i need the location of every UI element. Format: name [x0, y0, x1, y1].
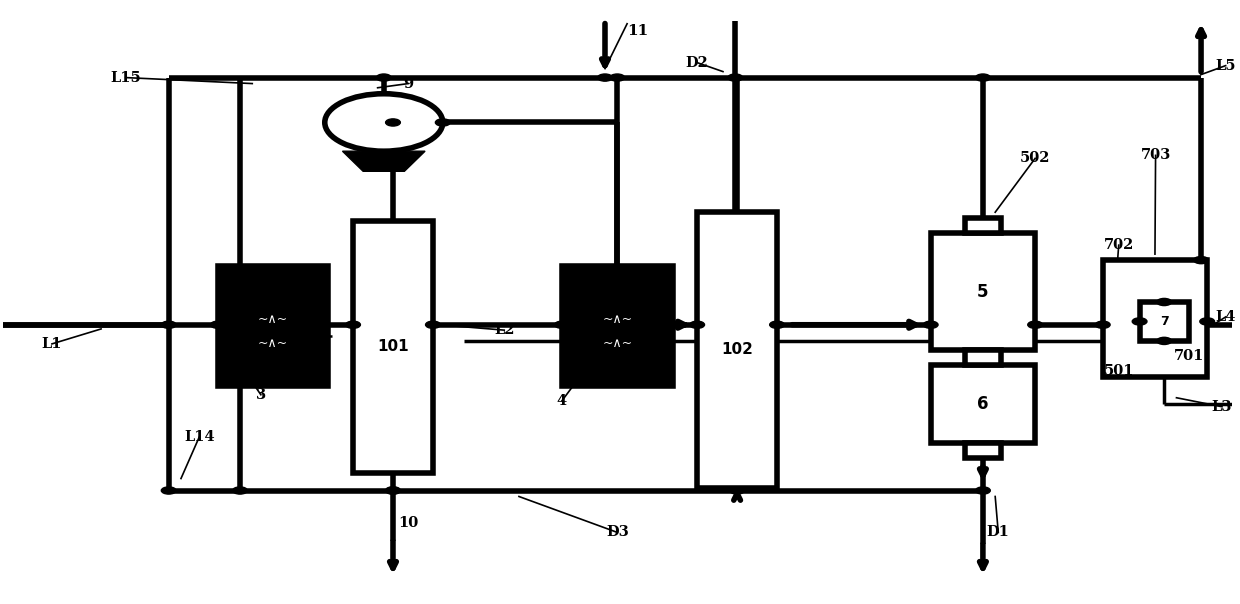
Bar [562, 266, 672, 386]
Bar [931, 365, 1035, 443]
Circle shape [211, 321, 226, 329]
Circle shape [1157, 337, 1172, 344]
Circle shape [1194, 257, 1209, 264]
Circle shape [386, 487, 401, 494]
Text: 101: 101 [377, 339, 409, 355]
Circle shape [728, 74, 743, 81]
Circle shape [1095, 321, 1110, 329]
Bar [965, 350, 1001, 365]
Bar [965, 218, 1001, 233]
Circle shape [655, 321, 668, 329]
Text: D1: D1 [987, 525, 1009, 539]
Circle shape [665, 321, 680, 329]
Polygon shape [342, 151, 425, 172]
Text: 7: 7 [1159, 315, 1168, 328]
Text: D2: D2 [686, 56, 708, 69]
Text: L1: L1 [42, 337, 62, 351]
Circle shape [1157, 298, 1172, 306]
Circle shape [729, 487, 744, 494]
Circle shape [386, 487, 401, 494]
Circle shape [386, 119, 401, 126]
Circle shape [924, 321, 937, 329]
Text: 9: 9 [403, 77, 413, 91]
Circle shape [1132, 318, 1147, 325]
Bar [965, 443, 1001, 458]
Text: ~∧~: ~∧~ [258, 313, 288, 326]
Circle shape [346, 321, 361, 329]
Circle shape [435, 119, 450, 126]
Text: 6: 6 [977, 395, 988, 413]
Circle shape [161, 487, 176, 494]
Circle shape [312, 321, 327, 329]
Text: ~∧~: ~∧~ [603, 338, 632, 350]
Bar [353, 221, 433, 472]
Circle shape [325, 94, 443, 151]
Text: ~∧~: ~∧~ [603, 313, 632, 326]
Circle shape [1200, 318, 1214, 325]
Text: L4: L4 [1215, 310, 1236, 324]
Circle shape [554, 321, 569, 329]
Text: L5: L5 [1215, 59, 1236, 72]
Bar [1102, 260, 1208, 377]
Text: L3: L3 [1211, 400, 1233, 414]
Circle shape [598, 74, 613, 81]
Circle shape [377, 74, 391, 81]
Text: L2: L2 [494, 323, 515, 337]
Circle shape [610, 74, 625, 81]
Circle shape [425, 321, 440, 329]
Circle shape [233, 487, 247, 494]
Text: P1: P1 [290, 334, 311, 348]
Text: D3: D3 [606, 525, 629, 539]
Bar [697, 212, 777, 487]
Bar [931, 233, 1035, 350]
Bar [1140, 302, 1189, 341]
Circle shape [976, 74, 991, 81]
Bar [218, 266, 329, 386]
Text: 502: 502 [1019, 152, 1050, 165]
Text: 501: 501 [1104, 364, 1133, 378]
Text: 701: 701 [1173, 349, 1204, 363]
Circle shape [161, 321, 176, 329]
Text: 4: 4 [557, 394, 567, 408]
Circle shape [770, 321, 785, 329]
Text: 11: 11 [627, 24, 649, 37]
Text: ~∧~: ~∧~ [258, 338, 288, 350]
Text: 702: 702 [1104, 238, 1133, 252]
Text: L15: L15 [110, 71, 141, 85]
Text: 10: 10 [398, 516, 418, 530]
Text: L14: L14 [184, 429, 215, 444]
Text: P2: P2 [639, 356, 660, 370]
Text: P1: P1 [290, 334, 311, 348]
Circle shape [1028, 321, 1043, 329]
Text: 703: 703 [1141, 149, 1171, 162]
Circle shape [689, 321, 704, 329]
Circle shape [976, 487, 991, 494]
Text: 5: 5 [977, 283, 988, 301]
Text: 3: 3 [255, 388, 265, 402]
Text: 102: 102 [722, 342, 753, 358]
